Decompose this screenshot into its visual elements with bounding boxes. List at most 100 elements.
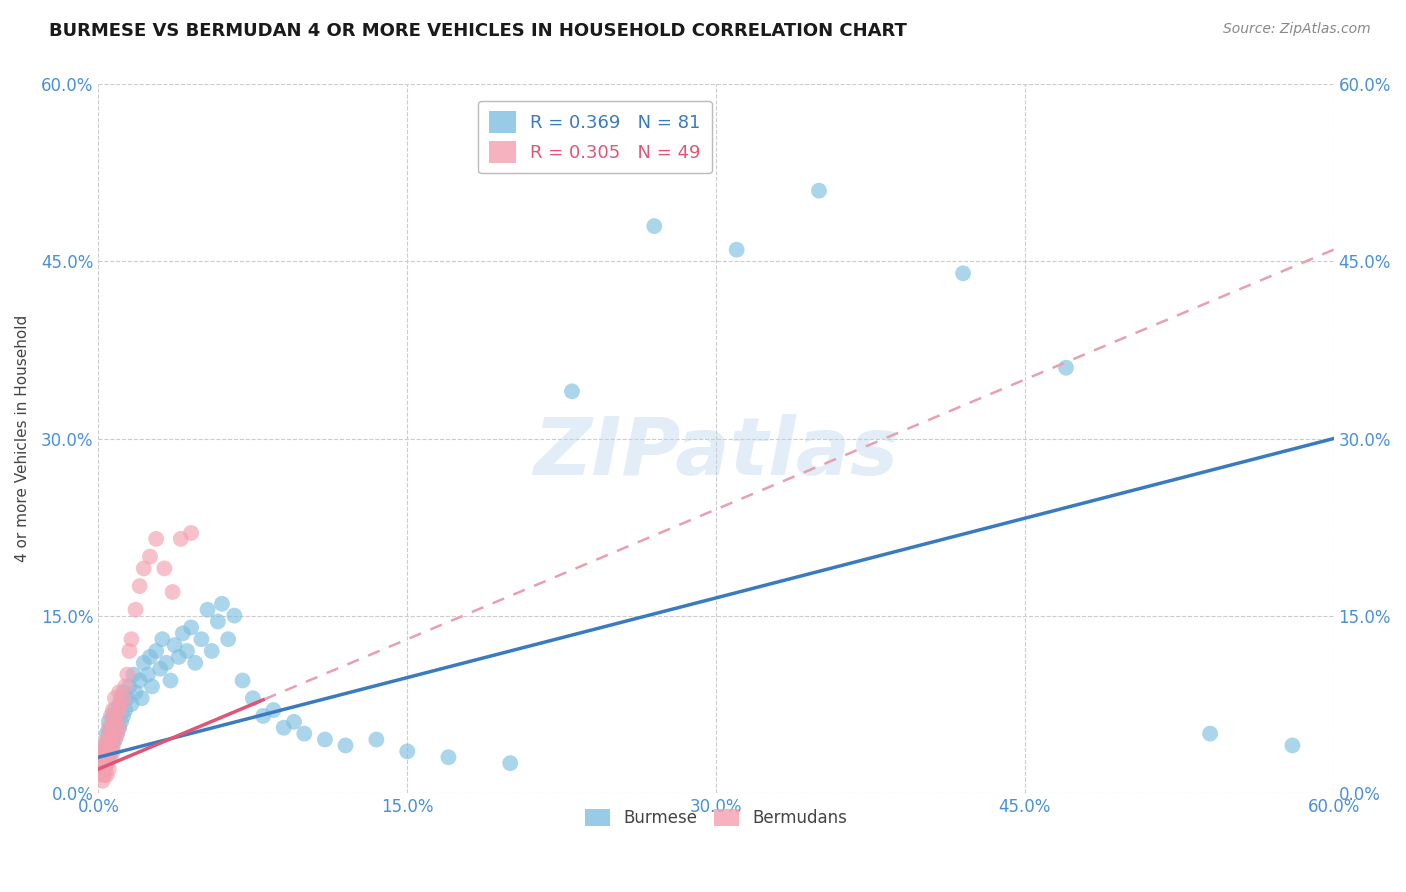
Point	[952, 266, 974, 280]
Point	[136, 667, 159, 681]
Point	[172, 626, 194, 640]
Point	[180, 526, 202, 541]
Point	[93, 762, 115, 776]
Point	[101, 709, 124, 723]
Point	[93, 739, 115, 753]
Point	[91, 744, 114, 758]
Point	[150, 632, 173, 647]
Point	[499, 756, 522, 771]
Point	[112, 709, 135, 723]
Point	[91, 773, 114, 788]
Text: Source: ZipAtlas.com: Source: ZipAtlas.com	[1223, 22, 1371, 37]
Point	[100, 726, 122, 740]
Point	[242, 691, 264, 706]
Point	[97, 739, 120, 753]
Point	[396, 744, 419, 758]
Point	[93, 768, 115, 782]
Point	[159, 673, 181, 688]
Point	[145, 532, 167, 546]
Point	[93, 756, 115, 771]
Point	[437, 750, 460, 764]
Point	[96, 756, 118, 771]
Point	[112, 685, 135, 699]
Point	[153, 561, 176, 575]
Point	[90, 756, 112, 771]
Point	[108, 697, 131, 711]
Point	[170, 532, 193, 546]
Point	[201, 644, 224, 658]
Point	[93, 744, 115, 758]
Point	[97, 726, 120, 740]
Point	[124, 603, 146, 617]
Point	[104, 703, 127, 717]
Point	[561, 384, 583, 399]
Point	[1199, 726, 1222, 740]
Point	[197, 603, 219, 617]
Point	[96, 750, 118, 764]
Point	[101, 703, 124, 717]
Point	[335, 739, 357, 753]
Point	[217, 632, 239, 647]
Point	[104, 714, 127, 729]
Point	[105, 726, 128, 740]
Point	[91, 762, 114, 776]
Point	[104, 721, 127, 735]
Point	[176, 644, 198, 658]
Point	[100, 744, 122, 758]
Point	[110, 691, 132, 706]
Point	[93, 762, 115, 776]
Point	[149, 662, 172, 676]
Legend: Burmese, Bermudans: Burmese, Bermudans	[578, 803, 853, 834]
Point	[117, 691, 139, 706]
Point	[292, 726, 315, 740]
Point	[101, 726, 124, 740]
Point	[207, 615, 229, 629]
Point	[97, 750, 120, 764]
Point	[114, 680, 136, 694]
Point	[104, 691, 127, 706]
Point	[643, 219, 665, 233]
Point	[1281, 739, 1303, 753]
Point	[108, 703, 131, 717]
Point	[190, 632, 212, 647]
Point	[97, 714, 120, 729]
Point	[100, 732, 122, 747]
Point	[167, 649, 190, 664]
Point	[184, 656, 207, 670]
Point	[128, 579, 150, 593]
Point	[101, 739, 124, 753]
Point	[262, 703, 284, 717]
Point	[96, 756, 118, 771]
Point	[104, 732, 127, 747]
Point	[112, 691, 135, 706]
Point	[224, 608, 246, 623]
Point	[252, 709, 274, 723]
Text: ZIPatlas: ZIPatlas	[533, 414, 898, 491]
Point	[100, 721, 122, 735]
Point	[97, 762, 120, 776]
Point	[273, 721, 295, 735]
Point	[118, 680, 141, 694]
Point	[91, 744, 114, 758]
Point	[145, 644, 167, 658]
Point	[725, 243, 748, 257]
Point	[162, 585, 184, 599]
Point	[108, 685, 131, 699]
Point	[101, 721, 124, 735]
Point	[97, 732, 120, 747]
Point	[90, 768, 112, 782]
Point	[1054, 360, 1077, 375]
Point	[211, 597, 233, 611]
Point	[90, 750, 112, 764]
Point	[100, 739, 122, 753]
Point	[132, 656, 155, 670]
Point	[101, 744, 124, 758]
Point	[93, 750, 115, 764]
Point	[124, 685, 146, 699]
Point	[97, 721, 120, 735]
Point	[128, 673, 150, 688]
Point	[232, 673, 254, 688]
Point	[114, 703, 136, 717]
Point	[97, 744, 120, 758]
Point	[91, 750, 114, 764]
